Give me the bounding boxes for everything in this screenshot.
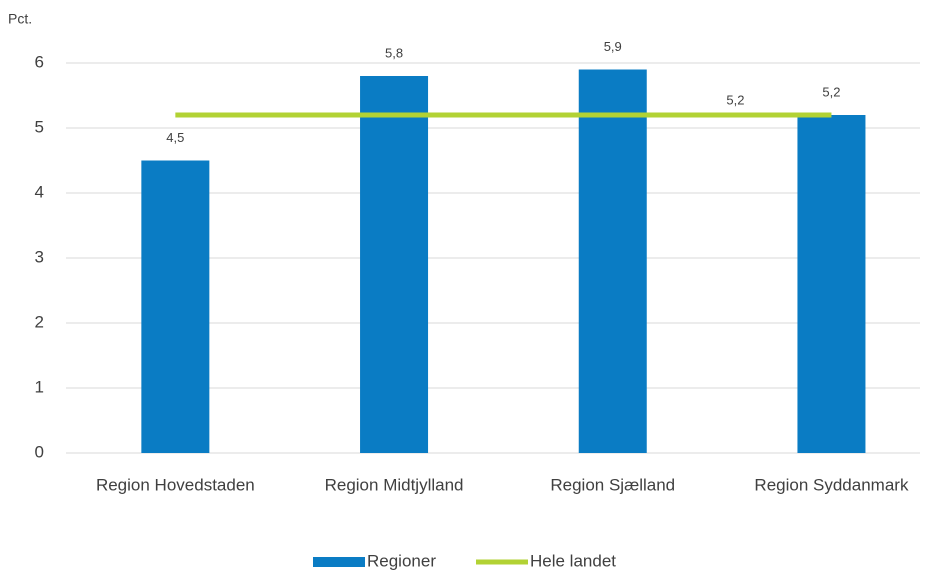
y-tick-label: 2: [35, 312, 44, 331]
bar: [797, 115, 866, 453]
data-label: 4,5: [166, 130, 184, 145]
x-tick-label: Region Syddanmark: [754, 475, 909, 494]
legend-label: Hele landet: [530, 551, 616, 570]
x-tick-label: Region Hovedstaden: [96, 475, 255, 494]
bar: [360, 76, 429, 453]
data-label: 5,2: [822, 84, 840, 99]
legend-swatch: [313, 557, 365, 567]
y-tick-label: 4: [35, 182, 44, 201]
data-label: 5,9: [604, 39, 622, 54]
data-label: 5,2: [726, 92, 744, 107]
legend-label: Regioner: [367, 551, 436, 570]
x-tick-label: Region Midtjylland: [325, 475, 464, 494]
y-tick-label: 6: [35, 52, 44, 71]
y-tick-label: 3: [35, 247, 44, 266]
y-axis-label: Pct.: [8, 11, 32, 27]
y-tick-label: 5: [35, 117, 44, 136]
data-label: 5,8: [385, 45, 403, 60]
y-tick-label: 1: [35, 377, 44, 396]
bar: [141, 160, 210, 453]
y-tick-label: 0: [35, 442, 44, 461]
bar: [578, 69, 647, 453]
x-tick-label: Region Sjælland: [550, 475, 675, 494]
